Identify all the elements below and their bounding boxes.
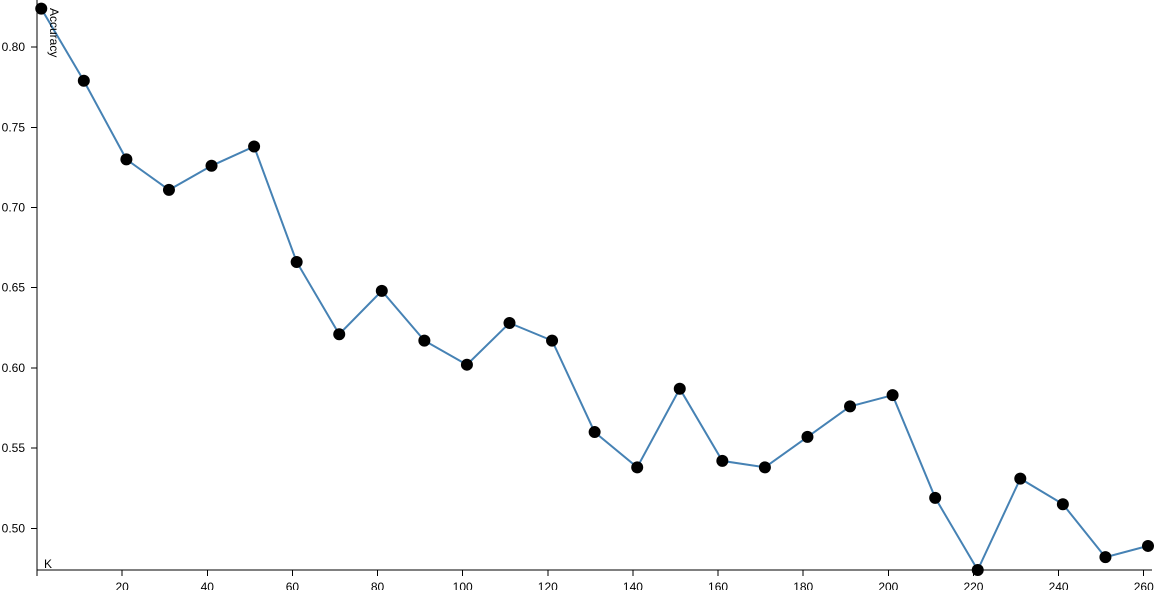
data-point	[205, 159, 218, 172]
x-tick-label: 260	[1134, 580, 1154, 590]
x-tick-label: 140	[623, 580, 643, 590]
x-tick-label: 60	[286, 580, 300, 590]
data-point	[375, 284, 388, 297]
y-tick-label: 0.55	[2, 441, 26, 455]
data-point	[1056, 498, 1069, 511]
data-point	[162, 183, 175, 196]
x-tick-label: 180	[793, 580, 813, 590]
x-tick-label: 80	[371, 580, 385, 590]
data-point	[1142, 539, 1154, 552]
data-point	[120, 153, 133, 166]
data-point	[503, 316, 516, 329]
data-point	[418, 334, 431, 347]
y-axis-title: Accuracy	[47, 8, 61, 57]
y-tick-label: 0.50	[2, 521, 26, 535]
data-point	[1099, 551, 1112, 564]
data-point	[546, 334, 559, 347]
x-tick-label: 240	[1049, 580, 1069, 590]
data-point	[460, 358, 473, 371]
data-point	[35, 2, 48, 15]
y-tick-label: 0.75	[2, 120, 26, 134]
data-point	[248, 140, 261, 153]
x-tick-label: 20	[115, 580, 129, 590]
data-point	[801, 430, 814, 443]
x-tick-label: 120	[538, 580, 558, 590]
y-tick-label: 0.65	[2, 281, 26, 295]
x-axis: 20 40 60 80 100 120 140 160 180 200 220 240 260	[36, 569, 1154, 590]
data-point	[631, 461, 644, 474]
data-point	[290, 256, 303, 269]
series-line	[40, 8, 1149, 573]
data-points-group	[35, 2, 1154, 576]
data-point	[716, 454, 729, 467]
data-point	[673, 382, 686, 395]
data-point	[844, 400, 857, 413]
x-tick-label: 40	[201, 580, 215, 590]
data-point	[971, 564, 984, 576]
series-line-group	[40, 8, 1149, 573]
y-axis: 0.50 0.55 0.60 0.65 0.70 0.75 0.80	[2, 0, 38, 570]
data-point	[886, 389, 899, 402]
x-tick-label: 160	[708, 580, 728, 590]
x-tick-label: 220	[963, 580, 983, 590]
data-point	[1014, 472, 1027, 485]
data-point	[588, 426, 601, 439]
data-point	[929, 491, 942, 504]
y-tick-label: 0.60	[2, 361, 26, 375]
x-axis-title: K	[44, 557, 52, 571]
data-point	[758, 461, 771, 474]
data-point	[333, 328, 346, 341]
data-point	[77, 74, 90, 87]
y-tick-label: 0.70	[2, 200, 26, 214]
x-tick-label: 200	[878, 580, 898, 590]
y-tick-label: 0.80	[2, 40, 26, 54]
x-tick-label: 100	[453, 580, 473, 590]
